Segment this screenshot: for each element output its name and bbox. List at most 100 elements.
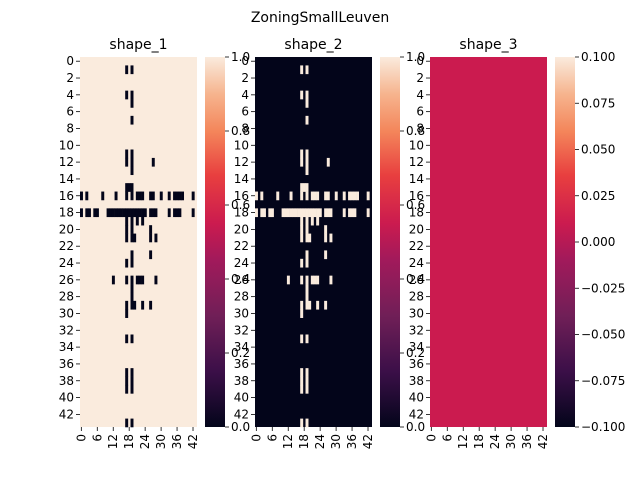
- heatmap-cell: [167, 208, 171, 218]
- heatmap-cell: [350, 191, 354, 201]
- colorbar-tick-label: 0.025: [581, 189, 615, 203]
- colorbar-tick-label: 0.0: [231, 420, 250, 434]
- colorbar-tick-label: −0.025: [581, 281, 625, 295]
- heatmap-cell: [305, 65, 309, 75]
- heatmap-cell: [305, 258, 309, 268]
- heatmap-cell: [141, 275, 145, 285]
- colorbar-tick-label: 0.8: [406, 124, 425, 138]
- heatmap-cell: [106, 208, 110, 218]
- heatmap-cell: [324, 191, 328, 201]
- heatmap-cell: [149, 233, 153, 243]
- heatmap-cell: [130, 250, 134, 260]
- x-tick-label: 42: [361, 434, 375, 449]
- heatmap-cell: [300, 233, 304, 243]
- heatmap-cell: [305, 334, 309, 344]
- heatmap-cell: [300, 90, 304, 100]
- heatmap-cell: [138, 208, 142, 218]
- heatmap-cell: [87, 208, 91, 218]
- heatmap-cell: [149, 250, 153, 260]
- heatmap-cell: [191, 208, 195, 218]
- y-tick-label: 4: [66, 88, 74, 102]
- y-tick-label: 10: [409, 138, 424, 152]
- x-tick-label: 6: [440, 434, 454, 442]
- heatmap-cell: [310, 216, 314, 226]
- y-tick-label: 0: [416, 54, 424, 68]
- heatmap-cell: [143, 208, 147, 218]
- heatmap-cell: [154, 233, 158, 243]
- heatmap-cell: [300, 275, 304, 285]
- y-tick-label: 28: [234, 290, 249, 304]
- heatmap-cell: [305, 418, 309, 428]
- heatmap-cell: [300, 191, 304, 201]
- heatmap-cell: [125, 157, 129, 167]
- heatmap-cell: [324, 225, 328, 234]
- heatmap-cell: [125, 90, 129, 100]
- heatmap-cell: [191, 191, 195, 201]
- y-tick-label: 22: [234, 239, 249, 253]
- y-tick-label: 40: [234, 391, 249, 405]
- heatmap-cell: [125, 258, 129, 268]
- heatmap-cell: [305, 216, 309, 226]
- y-tick-label: 20: [409, 222, 424, 236]
- heatmap-cell: [353, 191, 357, 201]
- heatmap-cell: [141, 300, 145, 310]
- x-tick-label: 18: [472, 434, 486, 449]
- x-tick-label: 24: [313, 434, 327, 449]
- heatmap-cell: [125, 334, 129, 344]
- heatmap-cell: [138, 275, 142, 285]
- heatmap-cell: [135, 275, 139, 285]
- colorbar-tick-label: 0.100: [581, 50, 615, 64]
- heatmap-cell: [294, 208, 298, 218]
- heatmap-cell: [366, 191, 370, 201]
- y-tick-label: 8: [66, 121, 74, 135]
- colorbar-tick-label: 0.2: [231, 346, 250, 360]
- x-tick-label: 12: [106, 434, 120, 449]
- heatmap-cell: [255, 208, 258, 218]
- x-tick-label: 30: [154, 434, 168, 449]
- heatmap-cell: [125, 368, 129, 377]
- heatmap-cell: [141, 208, 145, 218]
- y-tick-label: 10: [234, 138, 249, 152]
- heatmap-cell: [300, 334, 304, 344]
- heatmap-cell: [149, 208, 153, 218]
- heatmap-cell: [151, 208, 155, 218]
- y-tick-label: 30: [234, 306, 249, 320]
- heatmap-cell: [85, 208, 89, 218]
- heatmap-cell: [135, 191, 139, 201]
- heatmap-cell: [316, 275, 320, 285]
- y-tick-label: 30: [59, 306, 74, 320]
- heatmap-cell: [130, 233, 134, 243]
- heatmap-cell: [300, 183, 304, 192]
- colorbar-tick-label: 0.0: [406, 420, 425, 434]
- heatmap-cell: [300, 216, 304, 226]
- y-tick-label: 28: [59, 290, 74, 304]
- heatmap-cell: [93, 208, 97, 218]
- x-tick-label: 36: [170, 434, 184, 449]
- heatmap-cell: [300, 309, 304, 318]
- y-tick-label: 28: [409, 290, 424, 304]
- heatmap-cell: [305, 225, 309, 234]
- heatmap-cell: [178, 191, 182, 201]
- heatmap-cell: [130, 183, 134, 192]
- heatmap-cell: [262, 208, 266, 218]
- y-tick-label: 20: [234, 222, 249, 236]
- heatmap-cell: [101, 191, 105, 201]
- heatmap-cell: [175, 208, 179, 218]
- heatmap-cell: [117, 208, 121, 218]
- heatmap-panel-2: shape_2024681012141618202224262830323436…: [234, 37, 425, 449]
- y-tick-label: 32: [409, 323, 424, 337]
- y-tick-label: 8: [241, 121, 249, 135]
- heatmap-cell: [125, 418, 129, 428]
- x-tick-label: 0: [249, 434, 263, 442]
- heatmap-cell: [125, 233, 129, 243]
- heatmap-cell: [292, 208, 296, 218]
- y-tick-label: 4: [241, 88, 249, 102]
- x-tick-label: 18: [122, 434, 136, 449]
- heatmap-cell: [125, 208, 129, 218]
- heatmap-cell: [284, 208, 288, 218]
- x-tick-label: 30: [329, 434, 343, 449]
- heatmap-background: [80, 57, 197, 427]
- heatmap-cell: [130, 157, 134, 167]
- heatmap-cell: [326, 191, 330, 201]
- y-tick-label: 14: [59, 172, 74, 186]
